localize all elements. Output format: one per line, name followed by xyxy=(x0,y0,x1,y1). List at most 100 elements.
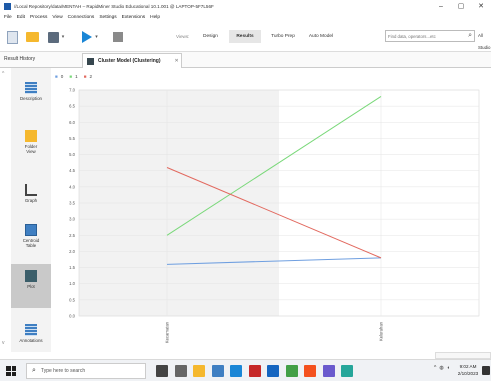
plot-icon xyxy=(25,270,37,282)
global-search-input[interactable] xyxy=(386,31,464,41)
taskbar-app-icon[interactable] xyxy=(156,365,168,377)
sidebar-item-label: Description xyxy=(20,96,42,101)
new-process-button[interactable] xyxy=(4,28,20,46)
series-line-2 xyxy=(166,167,382,259)
sidebar-item-annotations[interactable]: Annotations xyxy=(11,318,51,362)
sidebar-item-centroid-table[interactable]: Centroid Table xyxy=(11,218,51,262)
views-label: Views: xyxy=(176,34,190,39)
taskbar-app-icon[interactable] xyxy=(267,365,279,377)
series-line-1 xyxy=(166,96,382,236)
clock-time: 9:02 AM xyxy=(459,364,477,369)
x-tick-label: Kecamatan xyxy=(165,321,170,343)
sidebar-item-label: Graph xyxy=(24,198,38,203)
tab-result-history[interactable]: Result History xyxy=(4,56,36,62)
collapse-down-icon[interactable]: v xyxy=(2,340,5,346)
main-toolbar: ▾ ▾ Views: Design Results Turbo Prep Aut… xyxy=(0,22,491,62)
run-process-button[interactable]: ▾ xyxy=(76,28,104,46)
chevron-down-icon: ▾ xyxy=(95,34,98,40)
new-document-icon xyxy=(6,30,18,44)
y-tick-label: 5.0 xyxy=(69,152,75,157)
window-title: //Local Repository/data/MENTAH – RapidMi… xyxy=(14,4,214,9)
windows-taskbar: ⌕ Type here to search ^ ◍ ◖ 9:02 AM 2/10… xyxy=(0,359,491,381)
sidebar-item-graph[interactable]: Graph xyxy=(11,178,51,222)
taskbar-app-icon[interactable] xyxy=(174,365,187,377)
title-bar: //Local Repository/data/MENTAH – RapidMi… xyxy=(0,0,491,13)
taskbar-app-icon[interactable] xyxy=(322,365,335,377)
rapidminer-app-icon xyxy=(4,3,11,10)
chart-legend: ■ 0 ■ 1 ■ 2 xyxy=(55,74,98,79)
system-tray: ^ ◍ ◖ xyxy=(434,365,450,371)
sidebar-item-plot[interactable]: Plot xyxy=(11,264,51,308)
taskbar-app-icon[interactable] xyxy=(230,365,242,377)
annotations-icon xyxy=(25,324,37,336)
close-button[interactable]: ✕ xyxy=(478,3,484,10)
sidebar-item-folder-view[interactable]: Folder View xyxy=(11,124,51,168)
menu-edit[interactable]: Edit xyxy=(16,15,26,20)
global-search-box: ⌕ xyxy=(385,30,475,42)
y-tick-label: 5.5 xyxy=(69,136,75,141)
stop-icon xyxy=(113,32,123,42)
series-line-0 xyxy=(166,257,382,265)
tab-cluster-model[interactable]: Cluster Model (Clustering) ✕ xyxy=(82,53,182,68)
menu-extensions[interactable]: Extensions xyxy=(121,15,146,20)
collapse-up-icon[interactable]: ^ xyxy=(2,71,5,77)
taskbar-search-box[interactable]: ⌕ Type here to search xyxy=(26,363,146,379)
y-tick-label: 4.0 xyxy=(69,184,75,189)
results-tab-row: Result History Cluster Model (Clustering… xyxy=(0,52,491,68)
open-process-button[interactable] xyxy=(24,28,40,46)
view-tab-auto-model[interactable]: Auto Model xyxy=(308,34,334,39)
menu-view[interactable]: View xyxy=(52,15,63,20)
x-tick-label: Kelurahan xyxy=(379,321,384,341)
legend-item-0: ■ 0 xyxy=(55,74,64,79)
taskbar-app-icon[interactable] xyxy=(341,365,353,377)
maximize-button[interactable]: ▢ xyxy=(457,3,465,10)
menu-connections[interactable]: Connections xyxy=(67,15,95,20)
open-folder-icon xyxy=(25,32,39,42)
menu-help[interactable]: Help xyxy=(150,15,161,20)
y-tick-label: 1.0 xyxy=(69,281,75,286)
cluster-plot-svg: 0.0 0.5 1.0 1.5 2.0 2.5 3.0 3.5 4.0 4.5 5.0 5.5 6.0 6… xyxy=(69,88,480,343)
legend-item-1: ■ 1 xyxy=(69,74,78,79)
speaker-icon[interactable]: ◖ xyxy=(446,365,450,371)
view-tab-results[interactable]: Results xyxy=(229,30,261,43)
minimize-button[interactable]: – xyxy=(439,3,443,10)
windows-start-icon[interactable] xyxy=(6,366,16,376)
save-process-button[interactable]: ▾ xyxy=(46,28,66,46)
y-tick-label: 2.5 xyxy=(69,233,75,238)
play-icon xyxy=(82,31,93,43)
tab-cluster-model-label: Cluster Model (Clustering) xyxy=(98,58,161,64)
window-controls: – ▢ ✕ xyxy=(431,0,491,13)
sidebar-item-label: Folder View xyxy=(24,144,38,154)
menu-file[interactable]: File xyxy=(4,15,12,20)
model-icon xyxy=(87,57,94,65)
menu-process[interactable]: Process xyxy=(30,15,48,20)
y-tick-label: 4.5 xyxy=(69,168,75,173)
table-icon xyxy=(25,224,37,236)
view-tab-turbo-prep[interactable]: Turbo Prep xyxy=(271,34,295,39)
y-tick-label: 2.0 xyxy=(69,249,75,254)
taskbar-app-icon[interactable] xyxy=(285,365,298,377)
graph-icon xyxy=(25,184,37,196)
taskbar-app-icon[interactable] xyxy=(193,365,205,377)
taskbar-app-icon[interactable] xyxy=(248,365,261,377)
network-icon[interactable]: ◍ xyxy=(439,365,444,371)
sidebar-item-description[interactable]: Description xyxy=(11,76,51,120)
y-tick-label: 1.5 xyxy=(69,265,75,270)
notification-icon[interactable] xyxy=(482,366,490,375)
cluster-plot: 0.0 0.5 1.0 1.5 2.0 2.5 3.0 3.5 4.0 4.5 5.0 5.5 6.0 6… xyxy=(55,84,491,352)
search-icon[interactable]: ⌕ xyxy=(468,32,472,39)
stop-process-button[interactable] xyxy=(110,28,126,46)
menu-settings[interactable]: Settings xyxy=(99,15,117,20)
y-tick-label: 7.0 xyxy=(69,88,75,93)
close-icon[interactable]: ✕ xyxy=(174,58,179,64)
horizontal-scrollbar[interactable] xyxy=(435,352,491,359)
chevron-down-icon: ▾ xyxy=(61,34,65,40)
chevron-up-icon[interactable]: ^ xyxy=(434,365,437,371)
search-icon: ⌕ xyxy=(32,367,36,374)
y-tick-label: 3.5 xyxy=(69,201,75,206)
y-tick-label: 6.5 xyxy=(69,104,75,109)
taskbar-clock[interactable]: 9:02 AM 2/10/2023 xyxy=(456,363,480,377)
view-tab-design[interactable]: Design xyxy=(203,34,218,39)
taskbar-app-icon[interactable] xyxy=(211,365,224,377)
taskbar-app-icon[interactable] xyxy=(304,365,316,377)
